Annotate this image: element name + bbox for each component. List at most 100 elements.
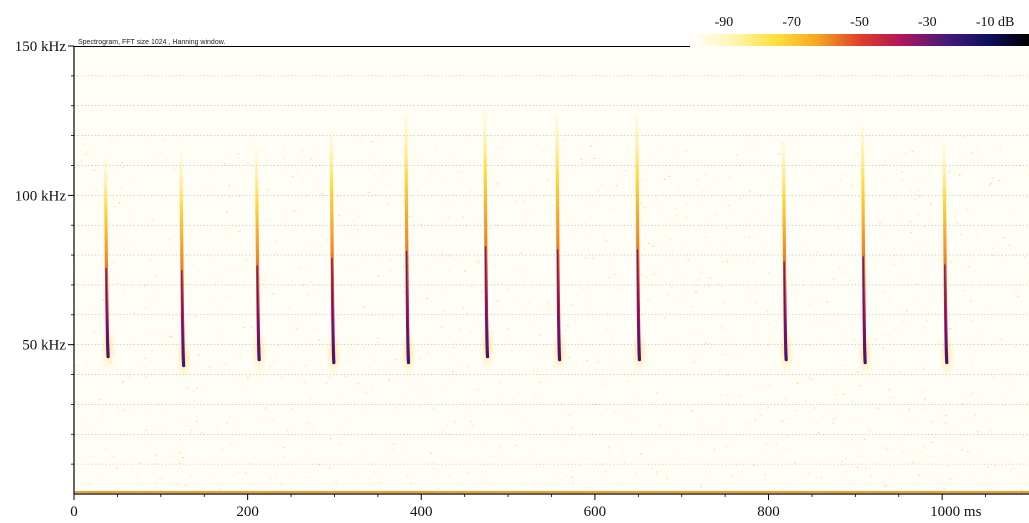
noise-speck	[401, 181, 403, 183]
noise-speck	[219, 489, 222, 491]
noise-speck	[945, 454, 947, 456]
noise-speck	[489, 284, 491, 286]
noise-speck	[357, 137, 360, 139]
pulse-core	[944, 264, 948, 363]
noise-speck	[523, 201, 526, 203]
noise-speck	[781, 488, 783, 491]
noise-speck	[453, 488, 455, 490]
noise-speck	[713, 448, 716, 450]
noise-speck	[132, 175, 134, 177]
noise-speck	[769, 141, 772, 143]
noise-speck	[362, 452, 365, 454]
noise-speck	[559, 478, 561, 480]
noise-speck	[388, 260, 391, 262]
noise-speck	[911, 418, 913, 420]
noise-speck	[600, 414, 603, 416]
noise-speck	[341, 428, 343, 430]
noise-speck	[627, 148, 630, 150]
noise-speck	[588, 487, 591, 489]
noise-speck	[510, 164, 512, 166]
noise-speck	[188, 425, 190, 427]
noise-speck	[623, 487, 625, 489]
noise-speck	[740, 197, 742, 200]
noise-speck	[617, 183, 619, 185]
noise-speck	[840, 327, 843, 329]
noise-speck	[826, 301, 828, 303]
noise-speck	[430, 452, 432, 454]
noise-speck	[976, 237, 978, 240]
noise-speck	[310, 281, 312, 283]
noise-speck	[226, 211, 228, 213]
noise-speck	[709, 277, 711, 279]
noise-speck	[781, 420, 783, 422]
noise-speck	[887, 312, 890, 315]
noise-speck	[574, 248, 576, 250]
noise-speck	[840, 442, 843, 444]
noise-speck	[923, 407, 926, 409]
noise-speck	[573, 320, 576, 322]
noise-speck	[446, 387, 449, 389]
noise-speck	[283, 150, 286, 152]
noise-speck	[507, 328, 510, 330]
noise-speck	[305, 453, 308, 455]
noise-speck	[456, 365, 458, 367]
noise-speck	[550, 481, 553, 483]
noise-speck	[559, 280, 561, 282]
noise-speck	[402, 265, 405, 267]
noise-speck	[85, 364, 88, 366]
noise-speck	[766, 355, 769, 357]
noise-speck	[727, 404, 729, 406]
noise-speck	[647, 440, 649, 442]
noise-speck	[992, 254, 994, 256]
noise-speck	[794, 136, 796, 138]
noise-speck	[731, 475, 733, 477]
noise-speck	[903, 320, 905, 322]
noise-speck	[210, 184, 213, 187]
noise-speck	[726, 259, 729, 261]
noise-speck	[87, 483, 90, 485]
noise-speck	[734, 258, 737, 260]
noise-speck	[481, 291, 483, 293]
noise-speck	[728, 257, 731, 259]
noise-speck	[918, 474, 920, 476]
chart-title: Spectrogram, FFT size 1024 , Hanning win…	[78, 39, 225, 46]
noise-speck	[308, 477, 310, 479]
noise-speck	[537, 371, 539, 373]
noise-speck	[637, 394, 640, 396]
noise-speck	[696, 354, 698, 356]
noise-speck	[841, 271, 844, 274]
noise-speck	[368, 366, 371, 368]
noise-speck	[145, 307, 148, 310]
noise-speck	[271, 420, 274, 422]
noise-speck	[643, 206, 646, 208]
noise-speck	[531, 428, 534, 430]
noise-speck	[592, 136, 594, 138]
noise-speck	[852, 480, 854, 482]
noise-speck	[607, 314, 609, 316]
noise-speck	[185, 279, 188, 281]
noise-speck	[168, 455, 170, 457]
noise-speck	[886, 331, 888, 333]
noise-speck	[640, 202, 643, 205]
noise-speck	[951, 428, 954, 430]
noise-speck	[1014, 345, 1017, 348]
noise-speck	[593, 157, 595, 159]
noise-speck	[102, 299, 104, 301]
noise-speck	[176, 482, 179, 484]
noise-speck	[546, 301, 549, 303]
noise-speck	[945, 415, 947, 417]
noise-speck	[182, 456, 184, 458]
noise-speck	[350, 265, 353, 268]
noise-speck	[982, 484, 985, 486]
noise-speck	[465, 472, 467, 474]
noise-speck	[815, 322, 818, 325]
noise-speck	[685, 457, 687, 459]
noise-speck	[222, 279, 225, 281]
noise-speck	[334, 410, 336, 412]
noise-speck	[888, 298, 890, 300]
noise-speck	[409, 482, 412, 484]
noise-speck	[338, 215, 340, 217]
noise-speck	[365, 393, 367, 395]
noise-speck	[537, 437, 539, 439]
noise-speck	[984, 474, 987, 476]
